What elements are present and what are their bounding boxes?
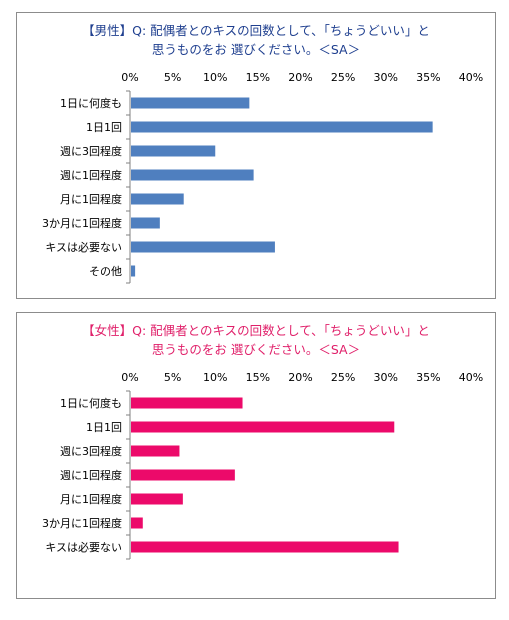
x-tick-label: 10%	[203, 371, 227, 384]
chart-title-line-1: 【女性】Q: 配偶者とのキスの回数として、「ちょうどいい」と	[82, 323, 430, 338]
category-label: 月に1回程度	[60, 492, 122, 506]
category-label: 1日1回	[86, 421, 122, 434]
x-tick-label: 40%	[459, 371, 483, 384]
x-tick-label: 25%	[331, 371, 355, 384]
bar	[131, 421, 395, 433]
category-label: キスは必要ない	[45, 241, 122, 254]
bar	[131, 121, 433, 133]
x-tick-label: 35%	[416, 371, 440, 384]
bar	[131, 145, 216, 157]
bar	[131, 397, 243, 409]
female-bar-chart: 0% 5% 10% 15% 20% 25% 30% 35% 40% 1日に何度も 1日1回週に3回程…	[42, 371, 483, 560]
category-label: キスは必要ない	[45, 541, 122, 554]
bar	[131, 241, 275, 253]
x-tick-label: 5%	[164, 71, 181, 84]
chart-title-line-2: 思うものをお 選びください。＜SA＞	[151, 342, 361, 357]
category-label: 週に1回程度	[60, 168, 122, 182]
bar	[131, 193, 184, 205]
x-tick-label: 0%	[121, 371, 138, 384]
chart-title-line-2: 思うものをお 選びください。＜SA＞	[151, 42, 361, 57]
x-tick-label: 35%	[416, 71, 440, 84]
x-tick-label: 30%	[374, 371, 398, 384]
category-label: 月に1回程度	[60, 192, 122, 206]
bar	[131, 97, 250, 109]
bar	[131, 493, 183, 505]
x-tick-label: 20%	[288, 71, 312, 84]
category-label: 週に3回程度	[60, 444, 122, 458]
x-tick-label: 40%	[459, 71, 483, 84]
category-label: 週に3回程度	[60, 144, 122, 158]
male-chart-panel: 【男性】Q: 配偶者とのキスの回数として、「ちょうどいい」と 思うものをお 選び…	[16, 12, 496, 299]
bar	[131, 541, 399, 553]
male-bar-chart: 0% 5% 10% 15% 20% 25% 30% 35% 40% 1日に何度も 1日1回週に3回程…	[42, 71, 483, 284]
x-tick-label: 30%	[374, 71, 398, 84]
x-tick-label: 5%	[164, 371, 181, 384]
category-label: 1日1回	[86, 121, 122, 134]
female-chart-panel: 【女性】Q: 配偶者とのキスの回数として、「ちょうどいい」と 思うものをお 選び…	[16, 312, 496, 599]
category-label: 週に1回程度	[60, 468, 122, 482]
bar	[131, 217, 160, 229]
bar	[131, 265, 136, 277]
x-tick-label: 25%	[331, 71, 355, 84]
category-label: その他	[89, 265, 122, 278]
chart-title: 【女性】Q: 配偶者とのキスの回数として、「ちょうどいい」と 思うものをお 選び…	[17, 321, 495, 359]
chart-title: 【男性】Q: 配偶者とのキスの回数として、「ちょうどいい」と 思うものをお 選び…	[17, 21, 495, 59]
bar	[131, 517, 143, 529]
bar	[131, 445, 180, 457]
category-label: 3か月に1回程度	[42, 516, 122, 530]
x-tick-label: 10%	[203, 71, 227, 84]
bar	[131, 169, 254, 181]
x-tick-label: 0%	[121, 71, 138, 84]
x-tick-label: 15%	[246, 71, 270, 84]
x-tick-label: 20%	[288, 371, 312, 384]
x-tick-label: 15%	[246, 371, 270, 384]
category-label: 3か月に1回程度	[42, 216, 122, 230]
chart-title-line-1: 【男性】Q: 配偶者とのキスの回数として、「ちょうどいい」と	[82, 23, 430, 38]
bar	[131, 469, 235, 481]
category-label: 1日に何度も	[60, 396, 122, 410]
category-label: 1日に何度も	[60, 96, 122, 110]
